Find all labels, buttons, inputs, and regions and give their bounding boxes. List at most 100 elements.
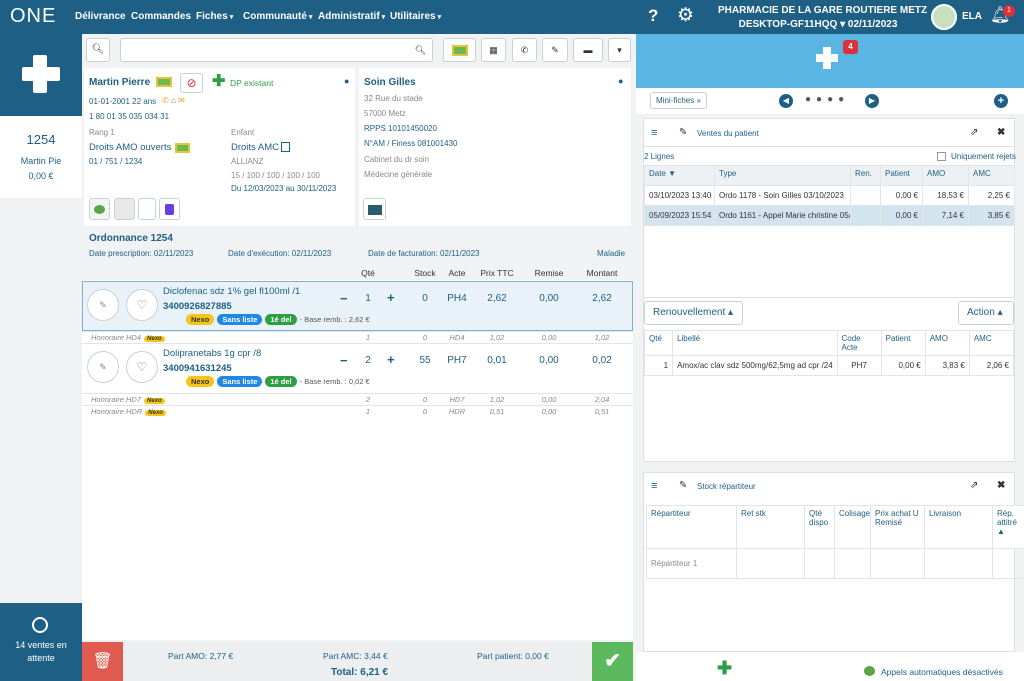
prescription-line[interactable] [82, 281, 633, 331]
fav-circle[interactable]: ♡ [126, 351, 158, 383]
renew-button[interactable]: Renouvellement ▴ [644, 301, 743, 325]
row[interactable]: 03/10/2023 13:40 Ordo 1178 - Soin Gilles … [644, 185, 1015, 206]
minifiches-button[interactable]: Mini-fiches » [650, 92, 707, 109]
prescription-line[interactable] [82, 343, 633, 393]
cell: 3,83 € [924, 355, 970, 376]
patient-action[interactable] [114, 198, 135, 220]
auto-calls[interactable]: Appels automatiques désactivés [881, 667, 1003, 677]
panel-open[interactable]: ⇗ [970, 127, 979, 138]
line-cell: 2,62 [592, 293, 612, 304]
panel-menu[interactable]: ≡ [651, 480, 658, 492]
patient-action[interactable] [89, 198, 110, 220]
edit-button[interactable]: ✎ [542, 38, 568, 62]
help-icon[interactable]: ? [648, 6, 659, 25]
new-sale[interactable] [0, 34, 82, 116]
panel-open[interactable]: ⇗ [970, 480, 979, 491]
phone-button[interactable]: ✆ [512, 38, 537, 62]
menu-item[interactable]: Délivrance [75, 11, 126, 22]
tag: Nexo [145, 410, 166, 416]
patient-action[interactable] [159, 198, 180, 220]
fee-cell: 0,00 [541, 395, 557, 404]
right-top[interactable] [636, 34, 1024, 88]
fee-cell: 1 [365, 407, 371, 416]
header-cell: Prix achat U Remisé [870, 505, 925, 549]
header-cell: Colisage [834, 505, 871, 549]
fee-row [82, 331, 633, 343]
fee-label: Honoraire HD4 Nexo [91, 333, 168, 342]
sales-title: Ventes du patient [697, 129, 759, 138]
fee-cell: HDR [448, 407, 466, 416]
header-row: Qté Libellé Code Acte Patient AMO AMC [643, 330, 1015, 356]
panel-pin[interactable]: ✎ [679, 127, 688, 138]
right-footer [636, 652, 1024, 681]
doctor-finess: N°AM / Finess 081001430 [364, 139, 458, 148]
fee-cell: 0,51 [594, 407, 610, 416]
menu-item[interactable]: Commandes [131, 11, 191, 22]
fav-circle[interactable]: ♡ [126, 289, 158, 321]
avatar[interactable] [931, 4, 957, 30]
settings-icon[interactable]: ⚙ [677, 5, 695, 26]
carousel-prev[interactable]: ◀ [779, 94, 793, 108]
tag: Nexo [186, 314, 215, 325]
cell: 1 [643, 355, 674, 376]
doctor-action[interactable] [363, 198, 386, 220]
bed-button[interactable]: ▬ [573, 38, 603, 62]
delete-button[interactable]: 🗑︎ [82, 642, 123, 681]
column-header: Qté [361, 268, 375, 278]
panel-pin[interactable]: ✎ [679, 480, 688, 491]
row[interactable]: Répartiteur 1 [646, 548, 1024, 579]
menu-item[interactable]: Communauté ▾ [243, 11, 312, 22]
qty-minus[interactable]: − [340, 291, 348, 306]
product-code: 3400926827885 [163, 301, 232, 312]
user[interactable]: ELA [962, 11, 982, 22]
logo[interactable]: ONE [10, 5, 57, 27]
icon [94, 205, 105, 214]
doctor-name: Soin Gilles [364, 77, 416, 88]
carousel-next[interactable]: ▶ [865, 94, 879, 108]
no-consent-button[interactable]: ⊘ [180, 73, 203, 93]
fee-cell: 2,04 [594, 395, 610, 404]
action-button[interactable]: Action ▴ [958, 301, 1014, 325]
reject-checkbox[interactable] [937, 152, 946, 161]
green-plus[interactable]: ✚ [717, 658, 733, 678]
add-circle[interactable]: + [994, 94, 1008, 108]
panel-close[interactable]: ✖ [997, 127, 1006, 138]
fee-cell: 1 [365, 333, 371, 342]
line-cell: PH7 [447, 355, 467, 366]
row[interactable]: 1 Amox/ac clav sdz 500mg/62,5mg ad cpr /2… [643, 355, 1015, 376]
search-input[interactable]: 🔍︎ [120, 38, 433, 62]
part-amo: Part AMO: 2,77 € [168, 651, 234, 661]
qty-plus[interactable]: + [387, 290, 395, 305]
qr-button[interactable]: ▦ [481, 38, 506, 62]
total: Total: 6,21 € [331, 667, 389, 678]
cell: 2,25 € [968, 185, 1015, 206]
workstation-line[interactable]: DESKTOP-GF11HQQ ▾ 02/11/2023 [738, 19, 898, 30]
fee-name: Honoraire HD4 [91, 333, 142, 342]
qty-plus[interactable]: + [387, 352, 395, 367]
validate-button[interactable]: ✔ [592, 642, 633, 681]
menu-item[interactable]: Fiches ▾ [196, 11, 233, 22]
doctor-card[interactable] [359, 68, 631, 226]
detail-table: Qté Libellé Code Acte Patient AMO AMC 1 Amox/ac… [643, 330, 1015, 376]
header-cell: Date ▼ [644, 165, 715, 186]
header-cell: AMC [968, 165, 1015, 186]
more-button[interactable]: ▾ [608, 38, 631, 62]
header-row: Répartiteur Ret stk Qté dispo Colisage Prix … [646, 505, 1024, 549]
menu-label: Communauté [243, 11, 307, 22]
panel-menu[interactable]: ≡ [651, 127, 658, 139]
sale-number: 1254 [26, 132, 56, 147]
patient-action[interactable] [138, 198, 156, 220]
card-button[interactable] [443, 38, 476, 62]
doctor-rpps: RPPS 10101450020 [364, 124, 437, 133]
current-sale[interactable] [0, 116, 82, 198]
row[interactable]: 05/09/2023 15:54 Ordo 1161 - Appel Marie … [644, 205, 1015, 226]
quality: Enfant [231, 128, 255, 137]
menu-item[interactable]: Utilitaires ▾ [390, 11, 441, 22]
waiting-sales[interactable]: 14 ventes en attente [0, 603, 82, 681]
edit-circle[interactable]: ✎ [87, 351, 119, 383]
search-button[interactable]: 🔍︎ [86, 38, 110, 62]
qty-minus[interactable]: − [340, 353, 348, 368]
menu-item[interactable]: Administratif ▾ [318, 11, 385, 22]
edit-circle[interactable]: ✎ [87, 289, 119, 321]
panel-close[interactable]: ✖ [997, 480, 1006, 491]
